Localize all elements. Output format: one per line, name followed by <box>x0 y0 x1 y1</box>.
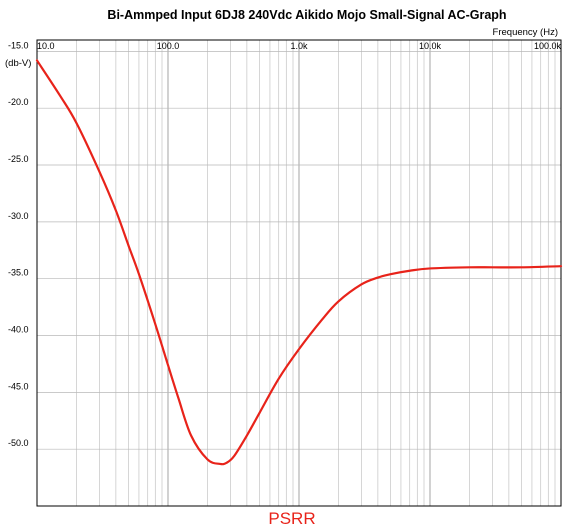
x-tick-label: 100.0 <box>157 41 180 51</box>
x-tick-label: 100.0k <box>534 41 562 51</box>
series-layer <box>35 59 563 466</box>
x-tick-label: 10.0k <box>419 41 442 51</box>
psrr-series-line <box>35 59 563 466</box>
x-tick-labels: 10.0 100.0 1.0k 10.0k 100.0k <box>37 41 561 51</box>
y-tick-label: -50.0 <box>8 438 29 448</box>
x-axis-label: Frequency (Hz) <box>493 27 558 38</box>
y-tick-label: -20.0 <box>8 97 29 107</box>
plot-frame <box>36 39 562 507</box>
y-axis-label: (db-V) <box>5 58 31 69</box>
y-tick-label: -15.0 <box>8 40 29 50</box>
y-tick-label: -25.0 <box>8 154 29 164</box>
y-tick-labels: -15.0 -20.0 -25.0 -30.0 -35.0 -40.0 -45.0 -50.0 <box>8 40 29 448</box>
y-tick-label: -40.0 <box>8 325 29 335</box>
y-tick-label: -30.0 <box>8 211 29 221</box>
y-tick-label: -45.0 <box>8 381 29 391</box>
x-tick-label: 10.0 <box>37 41 55 51</box>
chart-title: Bi-Ammped Input 6DJ8 240Vdc Aikido Mojo … <box>107 8 506 22</box>
grid <box>36 40 561 506</box>
psrr-annotation: PSRR <box>268 509 315 527</box>
y-tick-label: -35.0 <box>8 268 29 278</box>
x-tick-label: 1.0k <box>290 41 308 51</box>
